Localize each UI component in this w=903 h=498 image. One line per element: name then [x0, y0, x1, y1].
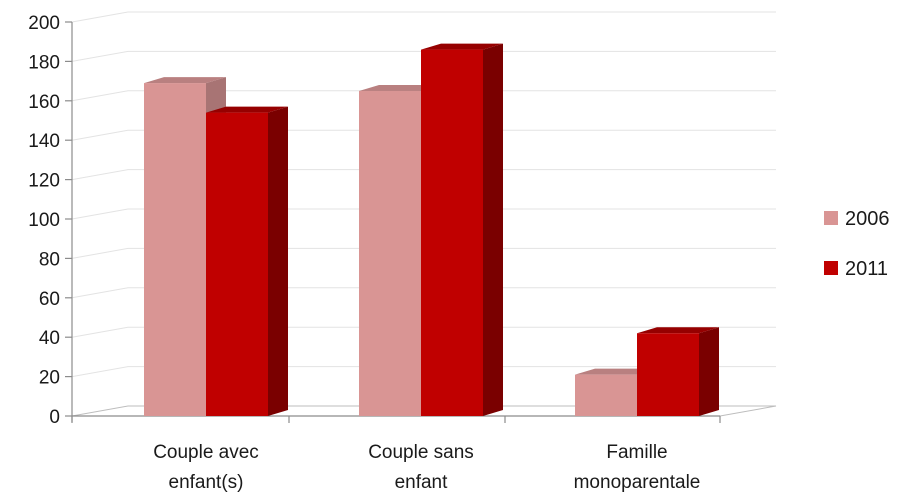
y-tick-label: 20 — [39, 368, 60, 389]
bar-2011 — [421, 49, 483, 417]
y-axis-ticks: 0 20 40 60 80 100 120 140 160 180 200 — [28, 13, 72, 428]
gridline — [71, 169, 776, 181]
gridline — [71, 50, 776, 62]
y-tick-label: 180 — [28, 52, 60, 73]
legend: 2006 2011 — [824, 208, 890, 280]
x-category-label: enfant(s) — [169, 472, 244, 493]
bar-top-2011 — [421, 43, 503, 50]
bar-2011 — [637, 333, 699, 416]
bar-side-2011 — [699, 327, 719, 416]
bar-top-2006 — [359, 84, 441, 91]
gridline — [71, 366, 776, 378]
bar-2006 — [144, 83, 206, 416]
legend-label-2006: 2006 — [845, 208, 890, 230]
gridline — [71, 208, 776, 220]
x-category-label: Couple sans — [368, 442, 474, 463]
x-category-label: Famille — [606, 442, 667, 463]
bar-top-2006 — [575, 368, 657, 375]
bar-2011 — [206, 112, 268, 417]
bar-2006 — [575, 374, 637, 416]
gridline — [71, 90, 776, 102]
x-axis-labels: Couple avec enfant(s) Couple sans enfant Fam… — [153, 442, 700, 493]
bar-2006 — [359, 90, 421, 416]
y-tick-label: 0 — [49, 407, 60, 428]
bar-top-2006 — [144, 77, 226, 84]
gridline — [71, 129, 776, 141]
x-category-label: Couple avec — [153, 442, 259, 463]
bars — [144, 43, 719, 417]
x-category-label: monoparentale — [574, 472, 701, 493]
y-tick-label: 120 — [28, 171, 60, 192]
y-tick-label: 200 — [28, 13, 60, 34]
legend-label-2011: 2011 — [845, 258, 888, 280]
gridline — [71, 287, 776, 299]
gridline — [71, 326, 776, 338]
bar-top-2011 — [637, 327, 719, 334]
gridline — [71, 247, 776, 259]
y-tick-label: 160 — [28, 92, 60, 113]
legend-swatch-2006 — [824, 211, 838, 225]
gridline — [71, 11, 776, 23]
x-category-label: enfant — [395, 472, 449, 493]
y-tick-label: 40 — [39, 328, 60, 349]
y-tick-label: 100 — [28, 210, 60, 231]
y-tick-label: 60 — [39, 289, 60, 310]
bar-side-2011 — [483, 43, 503, 416]
legend-swatch-2011 — [824, 261, 838, 275]
bar-top-2011 — [206, 106, 288, 113]
gridlines — [71, 11, 776, 378]
bar-side-2011 — [268, 106, 288, 417]
y-tick-label: 140 — [28, 131, 60, 152]
y-tick-label: 80 — [39, 249, 60, 270]
